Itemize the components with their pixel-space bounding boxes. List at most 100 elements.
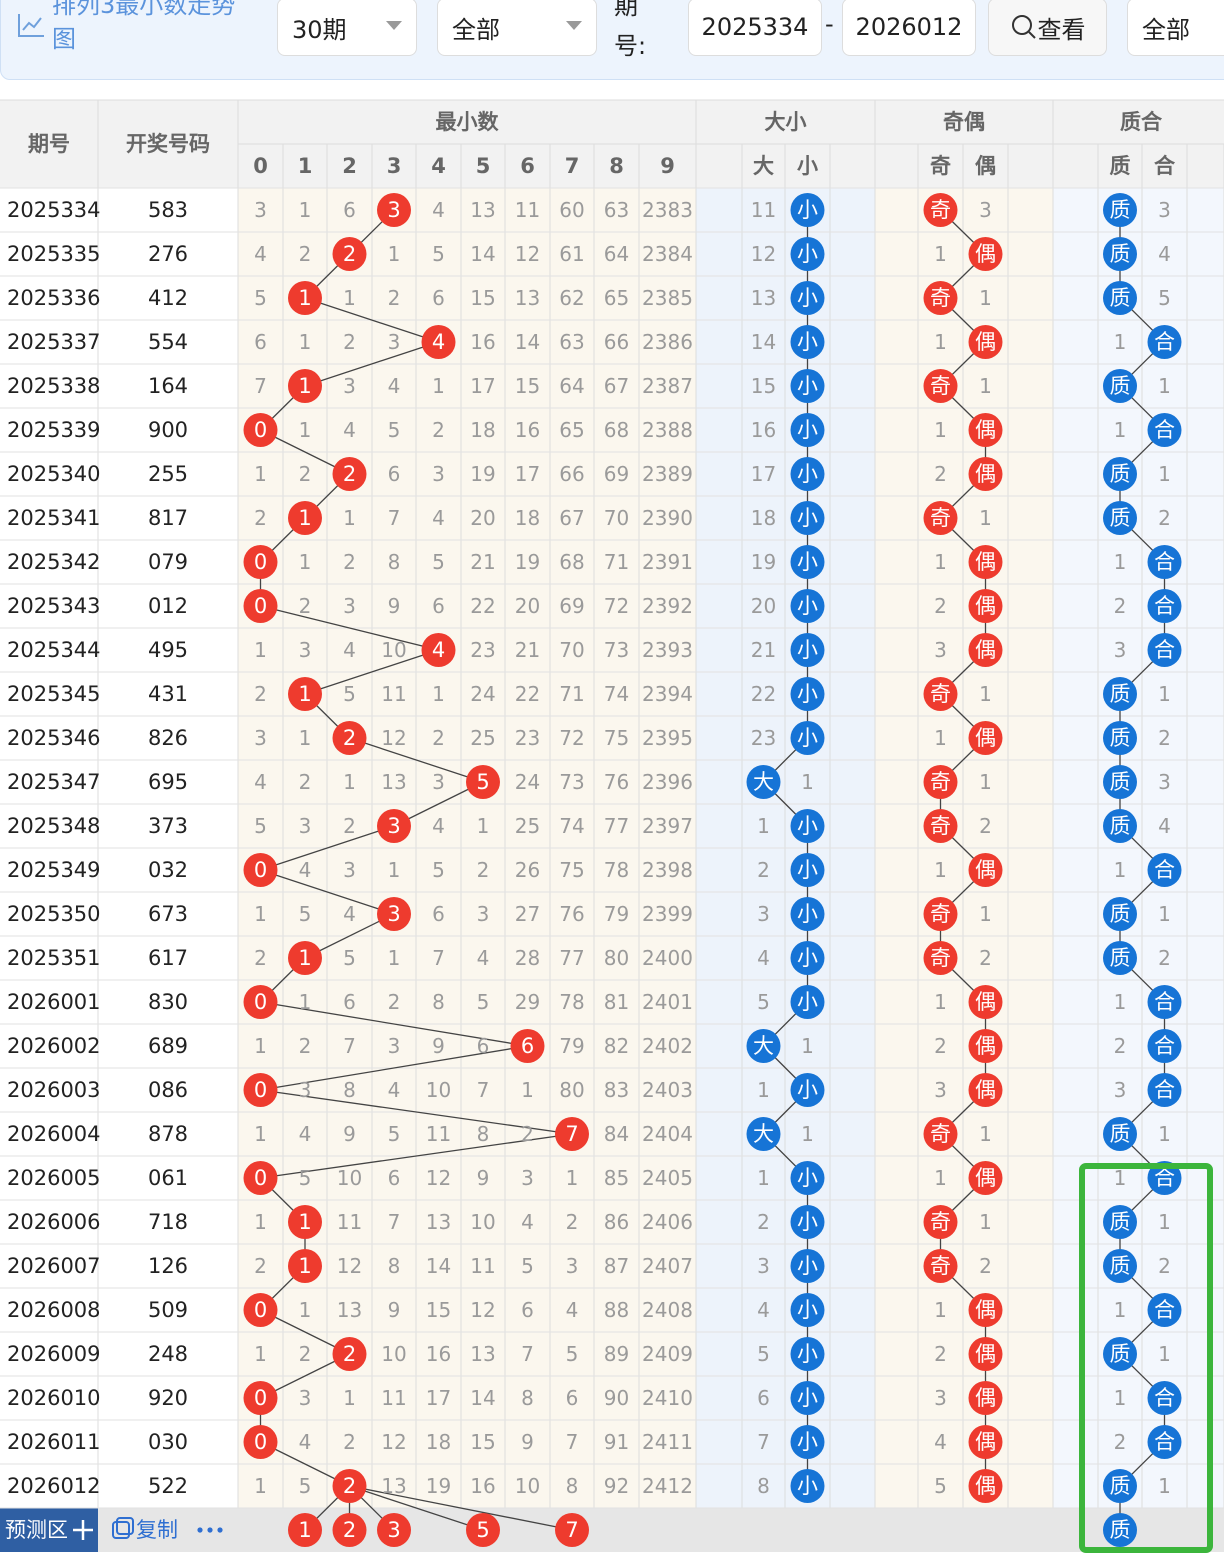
header-digit: 7 <box>565 154 580 178</box>
parity-miss: 2 <box>934 1342 947 1366</box>
scope-select[interactable]: 全部 <box>1127 0 1224 56</box>
min-miss: 10 <box>470 1210 495 1234</box>
min-miss: 21 <box>470 550 495 574</box>
min-miss: 2383 <box>642 198 693 222</box>
min-ball-label: 1 <box>298 506 311 530</box>
forecast-ball <box>466 1513 500 1547</box>
parity-miss: 1 <box>934 550 947 574</box>
min-miss: 12 <box>426 1166 451 1190</box>
parity-ball <box>968 1381 1003 1415</box>
prime-ball <box>1103 809 1137 843</box>
filter-select[interactable]: 全部 <box>437 0 597 56</box>
parity-miss: 1 <box>979 1122 992 1146</box>
min-ball-label: 0 <box>254 550 267 574</box>
min-ball <box>243 413 278 447</box>
search-button[interactable]: 查看 <box>988 0 1107 56</box>
prime-miss: 2 <box>1158 506 1171 530</box>
parity-miss: 2 <box>979 946 992 970</box>
min-miss: 4 <box>432 506 445 530</box>
prime-ball-label: 质 <box>1110 770 1131 794</box>
min-miss: 23 <box>515 726 540 750</box>
header-group: 最小数 <box>436 110 500 134</box>
parity-ball <box>968 589 1003 623</box>
draw-number: 718 <box>148 1210 188 1234</box>
min-miss: 4 <box>299 858 312 882</box>
copy-button[interactable]: 复制 <box>136 1518 178 1542</box>
min-miss: 8 <box>388 1254 401 1278</box>
parity-miss: 2 <box>934 1034 947 1058</box>
size-ball-label: 小 <box>797 990 818 1014</box>
min-miss: 2399 <box>642 902 693 926</box>
parity-ball-label: 偶 <box>975 1298 996 1322</box>
min-ball-label: 1 <box>298 1254 311 1278</box>
min-miss: 83 <box>604 1078 629 1102</box>
min-miss: 6 <box>477 1034 490 1058</box>
size-ball <box>790 941 825 975</box>
issue: 2025344 <box>7 638 101 662</box>
draw-number: 255 <box>148 462 188 486</box>
min-miss: 11 <box>426 1122 451 1146</box>
min-miss: 14 <box>470 1386 495 1410</box>
min-miss: 6 <box>566 1386 579 1410</box>
min-miss: 11 <box>337 1210 362 1234</box>
size-miss: 4 <box>757 1298 770 1322</box>
prime-ball-label: 质 <box>1110 1474 1131 1498</box>
issue: 2025339 <box>7 418 101 442</box>
min-ball-label: 6 <box>521 1034 534 1058</box>
min-miss: 4 <box>566 1298 579 1322</box>
min-miss: 7 <box>388 1210 401 1234</box>
min-miss: 1 <box>343 770 356 794</box>
prime-ball-label: 质 <box>1110 462 1131 486</box>
min-miss: 2 <box>299 462 312 486</box>
period-select[interactable]: 30期 <box>277 0 417 56</box>
min-miss: 8 <box>343 1078 356 1102</box>
parity-ball-label: 奇 <box>930 286 951 310</box>
prime-miss: 2 <box>1158 726 1171 750</box>
size-miss: 1 <box>757 1078 770 1102</box>
to-input[interactable]: 2026012 <box>842 0 976 56</box>
min-miss: 27 <box>515 902 540 926</box>
draw-number: 126 <box>148 1254 188 1278</box>
parity-ball <box>968 457 1003 491</box>
draw-number: 695 <box>148 770 188 794</box>
parity-ball-label: 偶 <box>975 330 996 354</box>
min-ball <box>243 1381 278 1415</box>
min-miss: 18 <box>515 506 540 530</box>
min-miss: 75 <box>559 858 584 882</box>
size-ball-label: 小 <box>797 1298 818 1322</box>
parity-miss: 1 <box>934 242 947 266</box>
prime-miss: 4 <box>1158 242 1171 266</box>
issue: 2025343 <box>7 594 101 618</box>
forecast-ball <box>332 1513 367 1547</box>
min-miss: 25 <box>470 726 495 750</box>
min-miss: 2 <box>254 506 267 530</box>
parity-miss: 1 <box>979 902 992 926</box>
parity-ball-label: 偶 <box>975 1386 996 1410</box>
min-miss: 3 <box>432 770 445 794</box>
issue: 2025336 <box>7 286 101 310</box>
size-ball <box>790 1381 825 1415</box>
forecast-prime-ball <box>1103 1513 1137 1547</box>
header-digit: 8 <box>609 154 624 178</box>
min-miss: 6 <box>254 330 267 354</box>
min-ball <box>243 1293 278 1327</box>
size-ball <box>790 237 825 271</box>
prime-ball <box>1103 897 1137 931</box>
min-ball-label: 0 <box>254 1166 267 1190</box>
min-miss: 6 <box>432 286 445 310</box>
prime-miss: 2 <box>1114 1034 1127 1058</box>
header-prime: 质 <box>1110 154 1131 178</box>
draw-number: 032 <box>148 858 188 882</box>
from-input[interactable]: 2025334 <box>688 0 822 56</box>
parity-miss: 1 <box>979 682 992 706</box>
min-miss: 11 <box>515 198 540 222</box>
issue: 2025337 <box>7 330 101 354</box>
size-ball <box>790 853 825 887</box>
min-miss: 7 <box>388 506 401 530</box>
prime-miss: 1 <box>1114 1386 1127 1410</box>
min-miss: 82 <box>604 1034 629 1058</box>
size-ball-label: 小 <box>797 594 818 618</box>
min-miss: 66 <box>604 330 629 354</box>
prime-miss: 1 <box>1114 550 1127 574</box>
size-miss: 15 <box>751 374 776 398</box>
